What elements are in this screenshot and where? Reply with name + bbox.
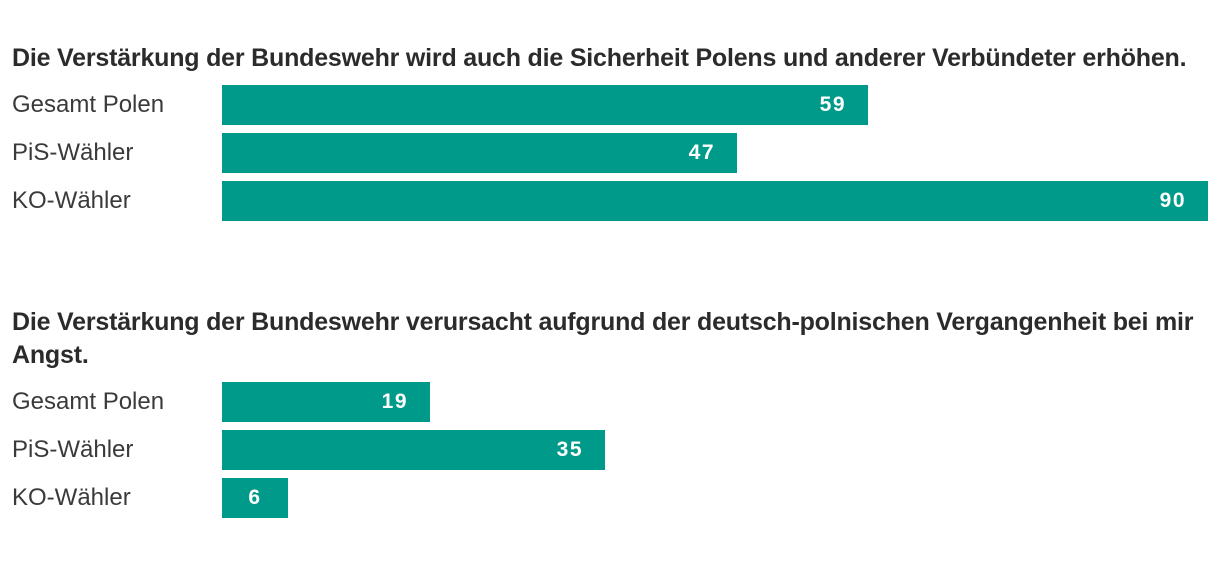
category-label: KO-Wähler [12, 484, 131, 511]
category-label: PiS-Wähler [12, 436, 134, 463]
chart-2-title: Die Verstärkung der Bundeswehr verursach… [12, 308, 1194, 369]
category-label: Gesamt Polen [12, 91, 165, 118]
bar: 6 [222, 478, 288, 518]
bar-track: 35 [222, 430, 1208, 470]
bar: 35 [222, 430, 605, 470]
chart-2-row: KO-Wähler 6 [12, 478, 1212, 518]
category-label: KO-Wähler [12, 187, 131, 214]
bar: 19 [222, 382, 430, 422]
bar-track: 59 [222, 85, 1208, 125]
bar-value-label: 90 [1159, 189, 1186, 212]
bar: 90 [222, 181, 1208, 221]
bar: 47 [222, 133, 737, 173]
chart-1-rows: Gesamt Polen 59 PiS-Wähler 47 KO-Wähler … [12, 85, 1212, 221]
bar-value-label: 35 [556, 438, 583, 461]
chart-1-row: KO-Wähler 90 [12, 181, 1212, 221]
chart-1: Die Verstärkung der Bundeswehr wird auch… [12, 42, 1212, 229]
category-label: PiS-Wähler [12, 139, 134, 166]
chart-2-rows: Gesamt Polen 19 PiS-Wähler 35 KO-Wähler … [12, 382, 1212, 518]
chart-1-title: Die Verstärkung der Bundeswehr wird auch… [12, 44, 1187, 72]
bar-value-label: 6 [248, 486, 262, 509]
chart-1-row: Gesamt Polen 59 [12, 85, 1212, 125]
bar-track: 19 [222, 382, 1208, 422]
chart-1-row: PiS-Wähler 47 [12, 133, 1212, 173]
bar-track: 6 [222, 478, 1208, 518]
chart-2-row: PiS-Wähler 35 [12, 430, 1212, 470]
category-label: Gesamt Polen [12, 388, 165, 415]
bar-value-label: 59 [819, 93, 846, 116]
bar-value-label: 19 [381, 390, 408, 413]
bar-track: 90 [222, 181, 1208, 221]
chart-2: Die Verstärkung der Bundeswehr verursach… [12, 306, 1212, 526]
bar-value-label: 47 [688, 141, 715, 164]
bar: 59 [222, 85, 868, 125]
bar-track: 47 [222, 133, 1208, 173]
chart-2-row: Gesamt Polen 19 [12, 382, 1212, 422]
